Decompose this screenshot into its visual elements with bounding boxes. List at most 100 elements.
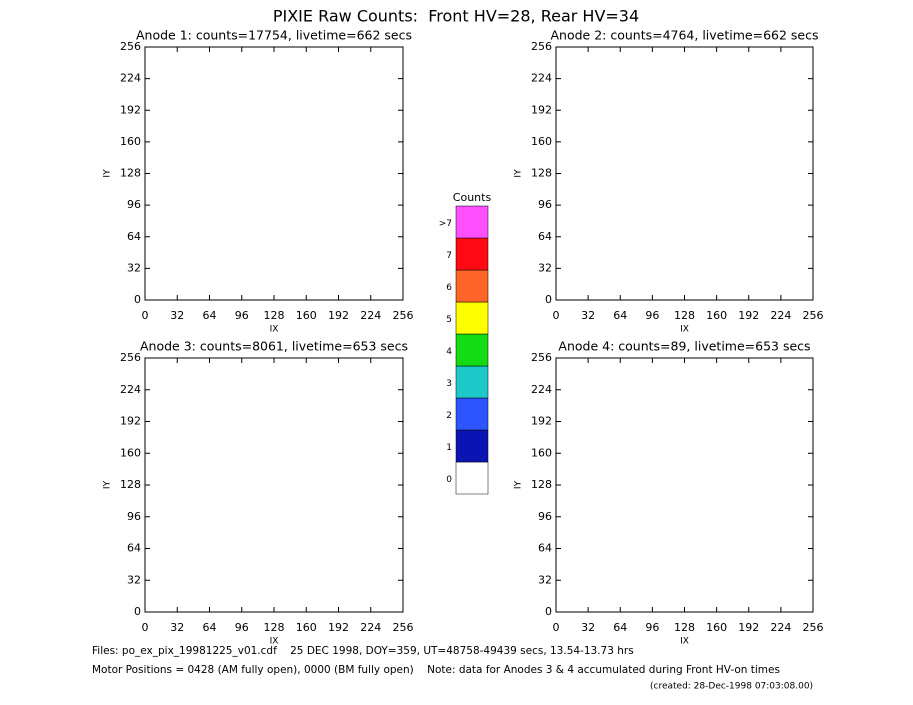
x-tick-label: 0 [142,309,149,322]
x-axis-label: IX [680,637,689,647]
y-tick-label: 0 [545,605,552,618]
x-tick-label: 192 [328,621,349,634]
plot-frame [555,46,814,301]
y-axis-label: IY [514,169,524,178]
x-tick-label: 192 [738,309,759,322]
x-tick-label: 160 [296,621,317,634]
colorbar-swatch [455,429,489,463]
x-tick-label: 32 [581,309,595,322]
footer-files: Files: po_ex_pix_19981225_v01.cdf 25 DEC… [92,645,634,657]
y-tick-label: 96 [538,510,552,523]
x-tick-label: 224 [770,621,791,634]
panel-title: Anode 4: counts=89, livetime=653 secs [558,339,810,354]
y-tick-label: 160 [120,135,141,148]
y-tick-label: 32 [538,261,552,274]
x-tick-label: 128 [674,309,695,322]
footer-motor: Motor Positions = 0428 (AM fully open), … [92,664,780,676]
x-tick-label: 64 [613,621,627,634]
footer-created: (created: 28-Dec-1998 07:03:08.00) [650,682,813,692]
y-tick-label: 256 [531,40,552,53]
colorbar-swatch [455,333,489,367]
y-tick-label: 0 [134,605,141,618]
y-tick-label: 128 [531,167,552,180]
y-tick-label: 128 [120,167,141,180]
x-tick-label: 256 [803,621,824,634]
y-tick-label: 192 [531,415,552,428]
colorbar-label: 2 [446,411,452,421]
x-tick-label: 192 [328,309,349,322]
y-tick-label: 256 [531,351,552,364]
panel-title: Anode 1: counts=17754, livetime=662 secs [136,28,412,43]
x-tick-label: 256 [393,621,414,634]
y-tick-label: 96 [538,198,552,211]
x-tick-label: 128 [264,309,285,322]
colorbar-label: 5 [446,315,452,325]
panel-title: Anode 2: counts=4764, livetime=662 secs [550,28,818,43]
y-tick-label: 0 [545,293,552,306]
y-tick-label: 64 [538,542,552,555]
x-tick-label: 32 [170,621,184,634]
colorbar-label: 3 [446,379,452,389]
plot-frame [144,46,404,301]
page-title: PIXIE Raw Counts: Front HV=28, Rear HV=3… [273,7,639,26]
x-axis-label: IX [270,637,279,647]
y-tick-label: 256 [120,40,141,53]
y-tick-label: 224 [120,383,141,396]
x-tick-label: 64 [203,621,217,634]
x-tick-label: 32 [170,309,184,322]
x-axis-label: IX [680,325,689,335]
y-tick-label: 64 [538,230,552,243]
colorbar-swatch [455,461,489,495]
x-tick-label: 0 [142,621,149,634]
y-tick-label: 128 [531,478,552,491]
x-tick-label: 0 [553,309,560,322]
y-tick-label: 96 [127,510,141,523]
colorbar-label: 6 [446,283,452,293]
y-tick-label: 64 [127,542,141,555]
colorbar-swatch [455,237,489,271]
y-tick-label: 192 [120,103,141,116]
colorbar-label: 0 [446,475,452,485]
x-tick-label: 160 [706,621,727,634]
colorbar-label: >7 [439,219,452,229]
y-tick-label: 0 [134,293,141,306]
x-tick-label: 128 [264,621,285,634]
y-axis-label: IY [103,480,113,489]
x-tick-label: 224 [360,621,381,634]
x-tick-label: 224 [770,309,791,322]
y-tick-label: 256 [120,351,141,364]
plot-frame [555,357,814,613]
x-tick-label: 256 [803,309,824,322]
plot-frame [144,357,404,613]
panel-title: Anode 3: counts=8061, livetime=653 secs [140,339,408,354]
y-tick-label: 160 [531,135,552,148]
x-tick-label: 96 [645,621,659,634]
y-tick-label: 32 [127,261,141,274]
x-tick-label: 32 [581,621,595,634]
x-tick-label: 96 [235,309,249,322]
y-axis-label: IY [514,480,524,489]
y-tick-label: 192 [120,415,141,428]
y-tick-label: 32 [538,573,552,586]
y-tick-label: 64 [127,230,141,243]
colorbar-label: 4 [446,347,452,357]
x-tick-label: 224 [360,309,381,322]
colorbar-swatch [455,269,489,303]
x-tick-label: 128 [674,621,695,634]
colorbar-swatch [455,397,489,431]
x-tick-label: 160 [296,309,317,322]
x-axis-label: IX [270,325,279,335]
colorbar-swatch [455,205,489,239]
colorbar-swatch [455,365,489,399]
colorbar-label: 1 [446,443,452,453]
y-tick-label: 192 [531,103,552,116]
y-tick-label: 128 [120,478,141,491]
y-tick-label: 224 [120,72,141,85]
colorbar-swatch [455,301,489,335]
x-tick-label: 96 [235,621,249,634]
y-tick-label: 160 [120,446,141,459]
x-tick-label: 0 [553,621,560,634]
x-tick-label: 160 [706,309,727,322]
colorbar-title: Counts [453,191,492,204]
